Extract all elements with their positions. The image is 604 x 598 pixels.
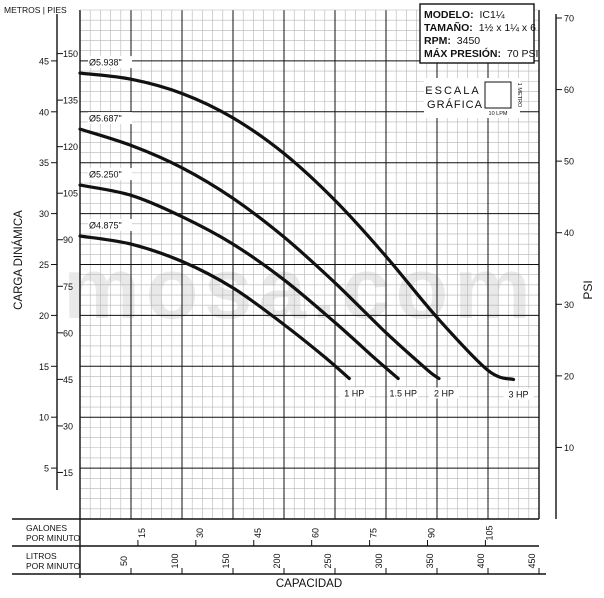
feet-tick-label: 30 [63,421,73,431]
diameter-label-3: Ø5.250" [89,170,122,180]
info-line-size: TAMAÑO: 1½ x 1¼ x 6 [424,21,536,34]
feet-tick-label: 75 [63,282,73,292]
info-line-max-pressure: MÁX PRESIÓN: 70 PSI [424,47,538,60]
y-axis-header: METROS | PIES [4,5,67,15]
meters-tick-label: 35 [39,158,49,168]
meters-tick-label: 40 [39,107,49,117]
feet-tick-label: 45 [63,375,73,385]
meters-tick-label: 10 [39,413,49,423]
diameter-label-background [88,218,132,231]
feet-tick-label: 15 [63,468,73,478]
meters-tick-label: 25 [39,260,49,270]
feet-tick-label: 135 [63,96,78,106]
info-max-pressure-value: 70 PSI [507,48,539,60]
meters-tick-label: 30 [39,209,49,219]
gpm-tick-label: 105 [484,525,494,540]
scale-line1: ESCALA [425,85,480,97]
head-curve-1 [78,71,516,382]
gpm-axis-label-line2: POR MINUTO [26,533,81,543]
scale-x-label: 10 LPM [489,111,508,117]
feet-tick-label: 90 [63,235,73,245]
psi-tick-label: 60 [564,85,574,95]
lpm-axis-label-line2: POR MINUTO [26,561,81,571]
meters-tick-label: 5 [44,464,49,474]
head-curve-4 [78,234,351,381]
lpm-tick-label: 250 [323,553,333,568]
gpm-tick-label: 45 [253,528,263,538]
info-rpm-label: RPM: [424,35,451,47]
y-axis-title: CARGA DINÁMICA [12,210,25,310]
axes [12,9,562,578]
psi-tick-label: 10 [564,443,574,453]
lpm-tick-label: 150 [221,553,231,568]
pump-info-frame [419,3,535,64]
hp-label-background [503,388,534,400]
scale-square [484,81,512,109]
info-line-rpm: RPM: 3450 [424,35,480,47]
info-model-label: MODELO: [424,9,474,21]
scale-line2: GRÁFICA [427,98,483,111]
diameter-label-background [88,168,132,181]
psi-tick-label: 50 [564,157,574,167]
lpm-tick-label: 350 [425,553,435,568]
gpm-tick-label: 15 [137,528,147,538]
diameter-label-1: Ø5.938" [89,58,122,68]
gpm-axis-label-line1: GALONES [26,523,67,533]
info-model-value: IC1¼ [480,9,505,21]
lpm-tick-label: 300 [374,553,384,568]
feet-tick-label: 120 [63,142,78,152]
lpm-tick-label: 450 [527,553,537,568]
info-rpm-value: 3450 [457,35,481,47]
feet-tick-label: 150 [63,49,78,59]
gpm-tick-label: 75 [369,528,379,538]
gpm-tick-label: 60 [311,528,321,538]
y2-axis-title: PSI [581,280,595,299]
x-axis-title: CAPACIDAD [276,578,342,590]
info-size-value: 1½ x 1¼ x 6 [479,22,536,34]
head-curves [78,71,516,382]
watermark-text: mosa.com [63,241,536,337]
hp-label-background [429,387,460,399]
lpm-tick-label: 50 [119,556,129,566]
hp-label-1: 3 HP [508,390,528,400]
gpm-tick-label: 30 [195,528,205,538]
pump-info-box: MODELO: IC1¼ TAMAÑO: 1½ x 1¼ x 6 RPM: 34… [419,3,538,64]
meters-tick-label: 45 [39,56,49,66]
hp-label-3: 1.5 HP [389,389,417,399]
psi-tick-label: 30 [564,300,574,310]
info-max-pressure-label: MÁX PRESIÓN: [424,47,501,60]
psi-tick-label: 40 [564,228,574,238]
scale-graphic: ESCALA GRÁFICA 10 LPM 1 METRO [424,78,522,118]
lpm-axis-label-line1: LITROS [26,551,57,561]
info-size-label: TAMAÑO: [424,21,473,34]
diameter-label-4: Ø4.875" [89,220,122,230]
diameter-label-2: Ø5.687" [89,114,122,124]
diameter-label-background [88,56,132,69]
feet-tick-label: 60 [63,328,73,338]
head-curve-3 [78,183,400,381]
meters-tick-label: 20 [39,311,49,321]
info-line-model: MODELO: IC1¼ [424,9,505,21]
hp-label-background [339,387,370,399]
tick-labels: 5 10 15 20 25 30 35 40 45 15 30 45 60 75 90 105 120 135 15… [39,13,574,568]
diameter-label-background [88,112,132,125]
meters-tick-label: 15 [39,362,49,372]
scale-y-label: 1 METRO [516,83,522,108]
head-curve-2 [78,127,441,381]
gpm-tick-label: 90 [427,528,437,538]
psi-tick-label: 70 [564,13,574,23]
hp-label-2: 2 HP [434,389,454,399]
psi-tick-label: 20 [564,371,574,381]
hp-label-background [388,387,419,399]
hp-label-4: 1 HP [344,389,364,399]
lpm-tick-label: 100 [170,553,180,568]
lpm-tick-label: 400 [476,553,486,568]
lpm-tick-label: 200 [272,553,282,568]
feet-tick-label: 105 [63,189,78,199]
